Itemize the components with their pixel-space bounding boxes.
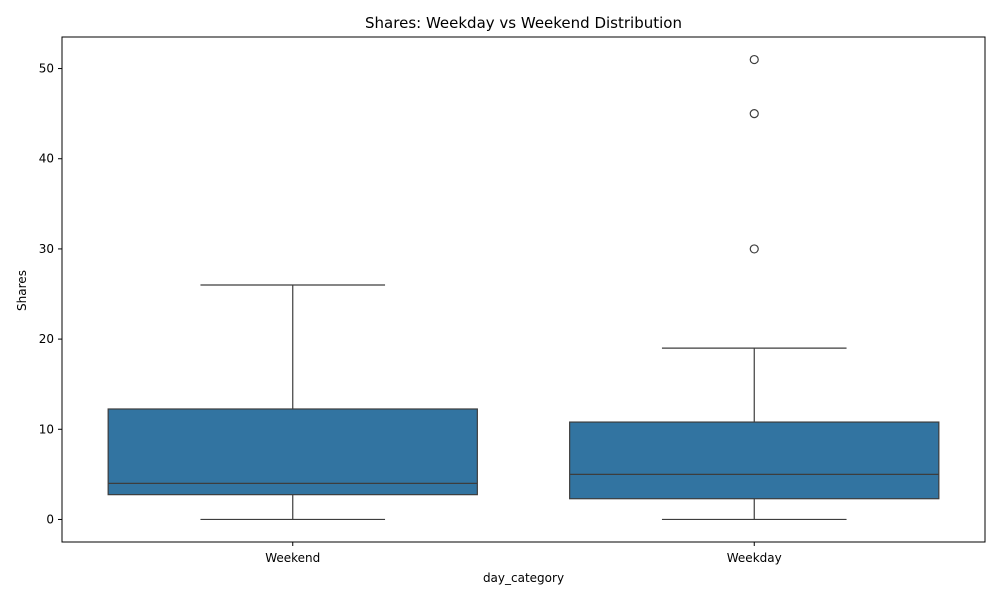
y-tick-label: 30: [39, 242, 54, 256]
y-tick-label: 40: [39, 152, 54, 166]
x-tick-label-weekday: Weekday: [727, 551, 782, 565]
axes-frame: [61, 36, 986, 543]
y-axis-title: Shares: [15, 270, 29, 311]
plot-area: [107, 54, 940, 521]
iqr-box: [107, 408, 478, 496]
y-tick-label: 0: [46, 512, 54, 526]
iqr-box: [569, 421, 940, 500]
outlier-point: [749, 54, 759, 65]
x-axis-title: day_category: [483, 571, 564, 585]
y-tick-label: 50: [39, 62, 54, 76]
box-group-weekday: [569, 54, 940, 521]
y-tick-label: 20: [39, 332, 54, 346]
y-axis: 0 10 20 30 40 50: [39, 62, 62, 526]
outlier-point: [749, 109, 759, 119]
x-axis: Weekend Weekday: [265, 542, 782, 565]
y-tick-label: 10: [39, 422, 54, 436]
x-tick-label-weekend: Weekend: [265, 551, 320, 565]
box-group-weekend: [107, 284, 478, 521]
chart-title: Shares: Weekday vs Weekend Distribution: [365, 14, 682, 32]
outlier-point: [749, 244, 759, 254]
